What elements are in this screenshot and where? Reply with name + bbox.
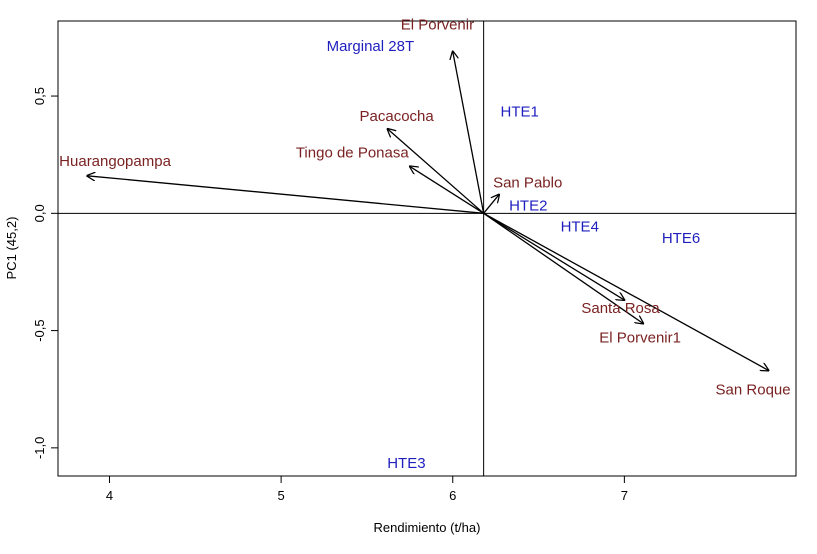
environment-vectors	[87, 51, 768, 370]
y-tick-label: -0,5	[32, 319, 47, 341]
x-tick-label: 4	[106, 488, 113, 503]
x-axis-label: Rendimiento (t/ha)	[374, 520, 481, 535]
environment-label: Santa Rosa	[581, 300, 660, 317]
genotype-label: HTE2	[509, 197, 547, 214]
plot-frame	[57, 20, 797, 477]
x-tick-label: 5	[277, 488, 284, 503]
environment-label: El Porvenir1	[599, 330, 681, 347]
x-tick-label: 6	[449, 488, 456, 503]
environment-label: Pacacocha	[360, 108, 435, 125]
y-tick-label: 0,5	[32, 87, 47, 105]
environment-arrow-7	[483, 212, 769, 370]
environment-label: El Porvenir	[401, 16, 474, 33]
environment-arrow-5	[483, 212, 625, 300]
environment-arrow-4	[483, 195, 499, 214]
genotype-label: HTE3	[387, 455, 425, 472]
environment-arrow-2	[410, 166, 484, 214]
y-axis-label: PC1 (45,2)	[4, 217, 19, 280]
genotype-label: HTE1	[501, 103, 539, 120]
x-axis: 4 5 6 7	[106, 476, 628, 503]
reference-lines	[58, 21, 796, 476]
environment-label: San Roque	[716, 381, 791, 398]
environment-label: Tingo de Ponasa	[296, 144, 410, 161]
genotype-label: HTE4	[561, 218, 599, 235]
y-axis: -1,0 -0,5 0,0 0,5	[32, 87, 58, 459]
y-tick-label: -1,0	[32, 437, 47, 459]
environment-label: San Pablo	[493, 175, 562, 192]
environment-arrow-1	[388, 129, 485, 214]
environment-labels: El Porvenir Pacacocha Tingo de Ponasa Huara…	[59, 16, 790, 398]
genotype-label: HTE6	[662, 230, 700, 247]
environment-arrow-0	[453, 51, 485, 214]
genotype-labels: Marginal 28T HTE1 HTE2 HTE4 HTE6 HTE3	[327, 38, 701, 472]
genotype-label: Marginal 28T	[327, 38, 415, 55]
x-tick-label: 7	[621, 488, 628, 503]
environment-arrow-3	[87, 176, 484, 214]
y-tick-label: 0,0	[32, 204, 47, 222]
environment-label: Huarangopampa	[59, 153, 171, 170]
environment-arrow-6	[483, 212, 644, 323]
